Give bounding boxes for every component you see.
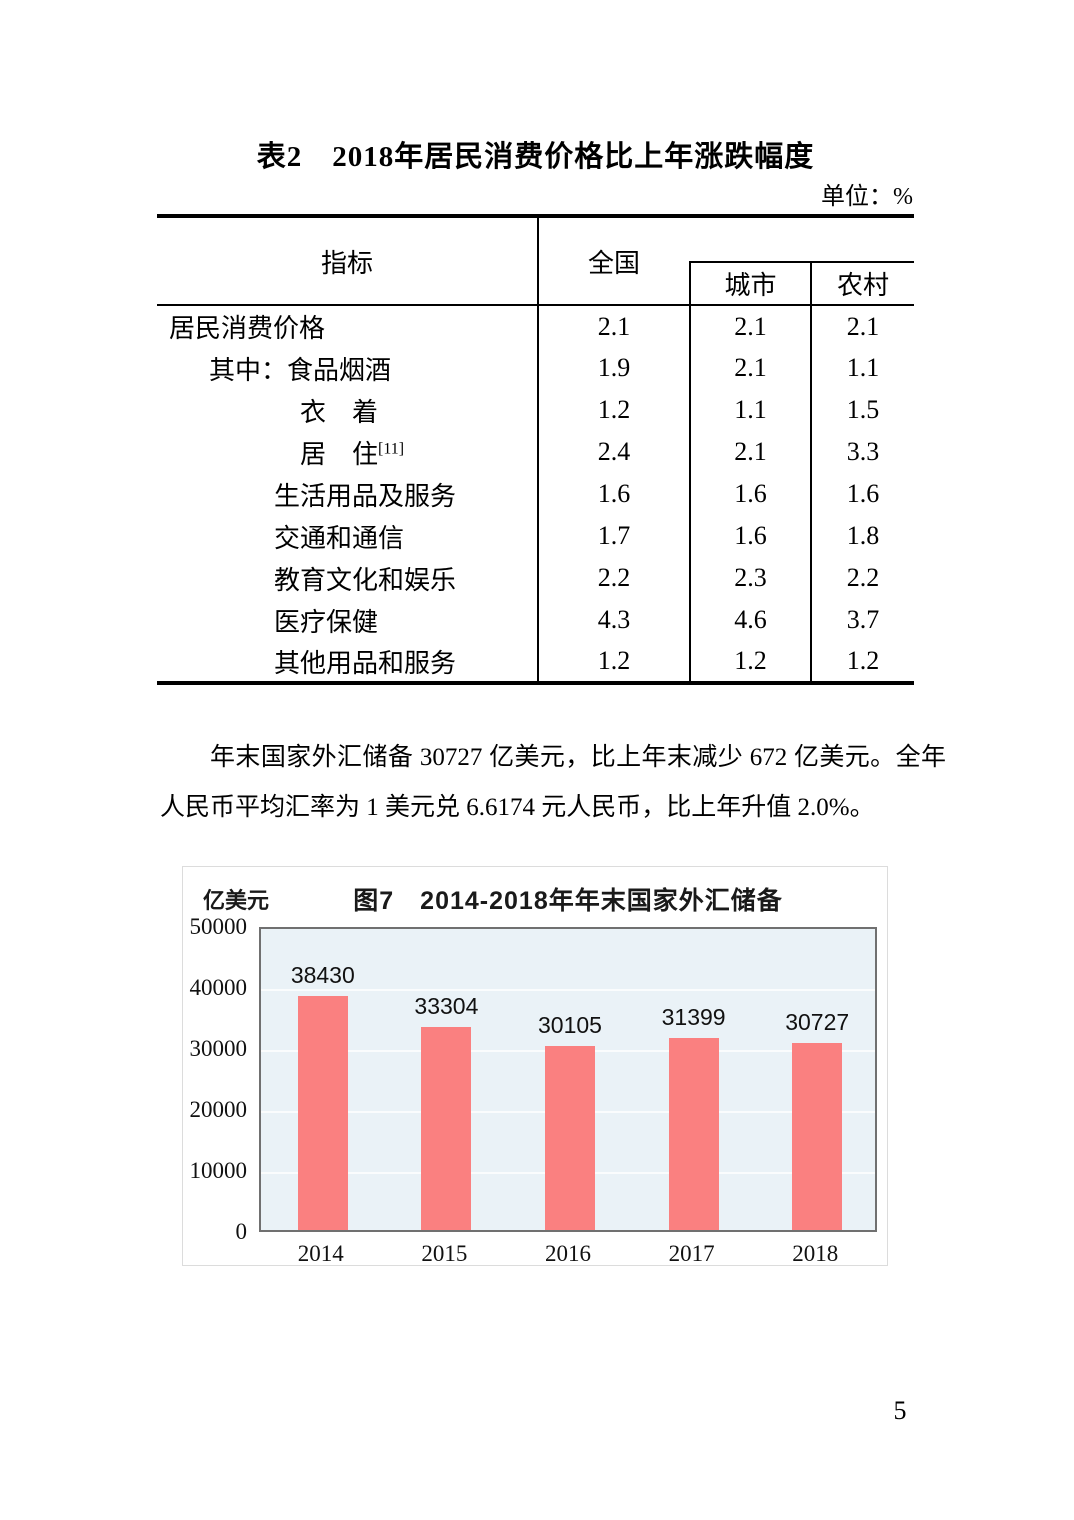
cell-national: 1.6 [597,479,631,508]
x-tick-label: 2018 [792,1241,839,1266]
table-title: 表2 2018年居民消费价格比上年涨跌幅度 [256,141,815,173]
bar-2016 [545,1046,595,1230]
chart-plot-area: 38430 33304 30105 31399 30727 [259,927,877,1232]
unit-note: 单位：% [821,184,913,210]
row-indicator-label: 医疗保健 [157,599,539,641]
footnote-marker: [11] [378,439,405,457]
forex-reserves-chart: 亿美元 图7 2014-2018年年末国家外汇储备 38430 33304 3010… [182,866,888,1266]
header-indicator: 指标 [157,216,539,306]
cell-urban: 1.1 [689,389,811,431]
bar-2015 [421,1027,472,1230]
cell-rural: 1.6 [810,473,914,515]
header-gap-cell [690,216,914,263]
cell-urban: 1.2 [689,641,811,683]
y-tick-label: 30000 [189,1036,248,1061]
forex-paragraph: 年末国家外汇储备 30727 亿美元，比上年末减少 672 亿美元。全年人民币平… [160,744,946,821]
cell-national: 2.2 [597,563,631,592]
gridline [261,989,875,991]
cell-urban: 1.6 [689,515,811,557]
cell-urban: 4.6 [689,599,811,641]
table-row: 其他用品和服务 1.2 1.2 1.2 [157,641,914,683]
table-row: 其中：食品烟酒 1.9 2.1 1.1 [157,347,914,389]
cell-urban: 2.1 [689,431,811,473]
y-tick-label: 50000 [189,914,248,939]
bar-value-label: 30105 [538,1012,602,1038]
bar-value-label: 38430 [290,962,355,988]
cell-rural: 1.2 [810,641,914,683]
y-tick-label: 40000 [189,975,248,1000]
x-tick-label: 2017 [668,1241,715,1266]
cell-rural: 3.7 [810,599,914,641]
bar-value-label: 31399 [661,1004,726,1030]
y-tick-label: 10000 [189,1158,248,1183]
chart-title: 图7 2014-2018年年末国家外汇储备 [353,887,783,915]
cell-rural: 1.8 [810,515,914,557]
row-indicator-label: 其他用品和服务 [157,641,539,683]
cell-urban: 2.3 [689,557,811,599]
table-row: 生活用品及服务 1.6 1.6 1.6 [157,473,914,515]
table-row: 教育文化和娱乐 2.2 2.3 2.2 [157,557,914,599]
bar-value-label: 33304 [414,993,479,1019]
chart-y-axis-unit: 亿美元 [203,888,270,913]
x-tick-label: 2014 [297,1241,344,1266]
cell-national: 2.4 [597,437,631,466]
bar-value-label: 30727 [785,1009,850,1035]
row-indicator-label: 生活用品及服务 [157,473,539,515]
cell-national: 2.1 [597,311,631,341]
row-indicator-label: 居民消费价格 [157,305,539,347]
x-tick-label: 2016 [545,1241,591,1266]
table-row: 居民消费价格 2.1 2.1 2.1 [157,305,914,347]
cell-national: 1.9 [597,353,631,382]
bar-2018 [792,1043,843,1230]
cell-rural: 1.5 [810,389,914,431]
row-indicator-label: 居 住[11] [157,431,539,473]
cell-national: 1.2 [597,646,631,675]
cell-rural: 1.1 [810,347,914,389]
header-national: 全国 [538,216,690,306]
row-indicator-label: 衣 着 [157,389,539,431]
y-tick-label: 20000 [189,1097,248,1122]
cell-national: 1.2 [597,395,631,424]
table-row: 衣 着 1.2 1.1 1.5 [157,389,914,431]
bar-2017 [668,1038,719,1230]
header-rural: 农村 [810,262,914,306]
bar-2014 [297,996,348,1230]
page-number: 5 [893,1396,907,1425]
x-tick-label: 2015 [421,1241,468,1266]
cpi-table: 指标 全国 城市 农村 居民消费价格 2.1 2.1 2.1 其中：食品烟酒 1.9 2.1… [157,214,914,685]
cell-national: 4.3 [597,605,631,634]
cell-rural: 2.2 [810,557,914,599]
row-indicator-label: 其中：食品烟酒 [157,347,539,389]
cell-rural: 2.1 [810,305,914,347]
table-row: 居 住[11] 2.4 2.1 3.3 [157,431,914,473]
cell-rural: 3.3 [810,431,914,473]
row-indicator-label: 交通和通信 [157,515,539,557]
cell-urban: 2.1 [689,347,811,389]
row-indicator-label: 教育文化和娱乐 [157,557,539,599]
cell-urban: 1.6 [689,473,811,515]
y-tick-label: 0 [235,1219,248,1244]
table-row: 医疗保健 4.3 4.6 3.7 [157,599,914,641]
header-urban: 城市 [689,262,811,306]
cell-national: 1.7 [597,521,631,550]
cpi-table-body: 居民消费价格 2.1 2.1 2.1 其中：食品烟酒 1.9 2.1 1.1 衣 着 1.2 1.1… [157,305,914,683]
cell-urban: 2.1 [689,305,811,347]
table-row: 交通和通信 1.7 1.6 1.8 [157,515,914,557]
